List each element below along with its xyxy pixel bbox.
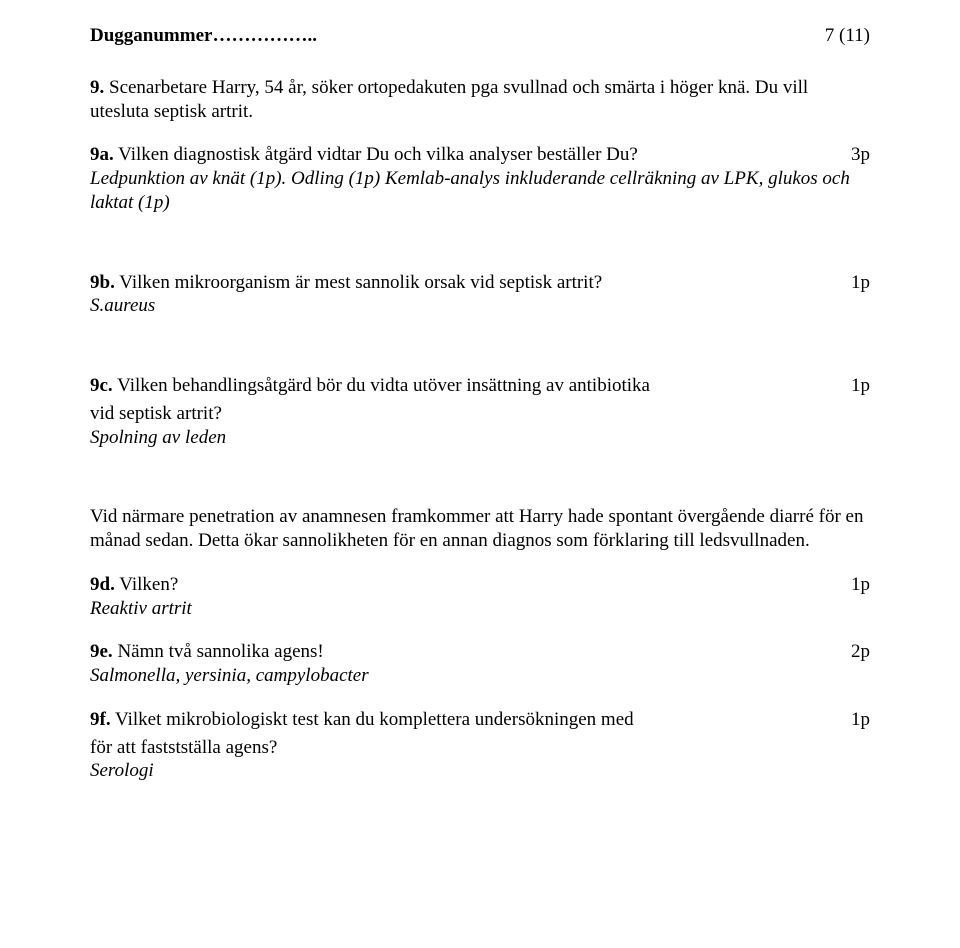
question-9a: 9a. Vilken diagnostisk åtgärd vidtar Du … (90, 143, 870, 167)
question-9e: 9e. Nämn två sannolika agens! 2p (90, 640, 870, 664)
question-9a-text: 9a. Vilken diagnostisk åtgärd vidtar Du … (90, 143, 851, 167)
question-9c-label: 9c. (90, 375, 113, 396)
page-header: Dugganummer…………….. 7 (11) (90, 24, 870, 48)
question-9d-text: 9d. Vilken? (90, 573, 851, 597)
question-9c-points: 1p (851, 374, 870, 398)
question-9c-text1: 9c. Vilken behandlingsåtgärd bör du vidt… (90, 374, 851, 398)
question-9f-points: 1p (851, 708, 870, 732)
question-9c-line2: vid septisk artrit? (90, 402, 870, 426)
question-9c-line1: 9c. Vilken behandlingsåtgärd bör du vidt… (90, 374, 870, 398)
answer-9c: Spolning av leden (90, 426, 870, 450)
question-9b-points: 1p (851, 271, 870, 295)
question-9b: 9b. Vilken mikroorganism är mest sannoli… (90, 271, 870, 295)
question-9a-points: 3p (851, 143, 870, 167)
question-9c-body1: Vilken behandlingsåtgärd bör du vidta ut… (117, 375, 650, 396)
answer-9b: S.aureus (90, 294, 870, 318)
question-9d-points: 1p (851, 573, 870, 597)
question-9a-body: Vilken diagnostisk åtgärd vidtar Du och … (118, 144, 638, 165)
question-9e-text: 9e. Nämn två sannolika agens! (90, 640, 851, 664)
question-9f-text1: 9f. Vilket mikrobiologiskt test kan du k… (90, 708, 851, 732)
question-9e-body: Nämn två sannolika agens! (117, 641, 323, 662)
answer-9e: Salmonella, yersinia, campylobacter (90, 664, 870, 688)
mid-paragraph: Vid närmare penetration av anamnesen fra… (90, 505, 870, 553)
header-title: Dugganummer…………….. (90, 24, 317, 48)
question-9a-label: 9a. (90, 144, 114, 165)
question-9e-points: 2p (851, 640, 870, 664)
question-9f-line2: för att faststställa agens? (90, 736, 870, 760)
answer-9a: Ledpunktion av knät (1p). Odling (1p) Ke… (90, 167, 870, 215)
question-9f-body1: Vilket mikrobiologiskt test kan du kompl… (115, 709, 634, 730)
question-9b-body: Vilken mikroorganism är mest sannolik or… (119, 272, 602, 293)
question-9e-label: 9e. (90, 641, 113, 662)
header-page-number: 7 (11) (825, 24, 870, 48)
question-9d: 9d. Vilken? 1p (90, 573, 870, 597)
question-9d-body: Vilken? (119, 574, 178, 595)
question-9d-label: 9d. (90, 574, 115, 595)
document-page: Dugganummer…………….. 7 (11) 9. Scenarbetar… (0, 0, 960, 948)
answer-9f: Serologi (90, 759, 870, 783)
question-9f-label: 9f. (90, 709, 111, 730)
question-9b-label: 9b. (90, 272, 115, 293)
intro-text: Scenarbetare Harry, 54 år, söker ortoped… (90, 77, 808, 122)
intro-paragraph: 9. Scenarbetare Harry, 54 år, söker orto… (90, 76, 870, 124)
question-9f-line1: 9f. Vilket mikrobiologiskt test kan du k… (90, 708, 870, 732)
question-9b-text: 9b. Vilken mikroorganism är mest sannoli… (90, 271, 851, 295)
intro-label: 9. (90, 77, 104, 98)
answer-9d: Reaktiv artrit (90, 597, 870, 621)
